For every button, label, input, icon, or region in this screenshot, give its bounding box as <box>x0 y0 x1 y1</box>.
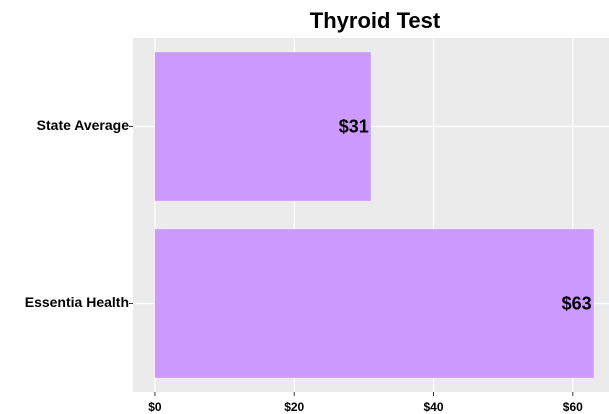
y-tick-label: State Average <box>37 117 130 133</box>
x-tick-label: $0 <box>148 400 162 414</box>
x-tick-label: $40 <box>423 400 443 414</box>
chart-title: Thyroid Test <box>310 8 441 33</box>
value-label: $31 <box>339 116 369 136</box>
x-tick-label: $20 <box>284 400 304 414</box>
y-tick-label: Essentia Health <box>25 294 129 310</box>
bar <box>154 52 371 201</box>
bar <box>154 229 594 378</box>
x-tick-label: $60 <box>563 400 583 414</box>
value-label: $63 <box>562 293 592 313</box>
